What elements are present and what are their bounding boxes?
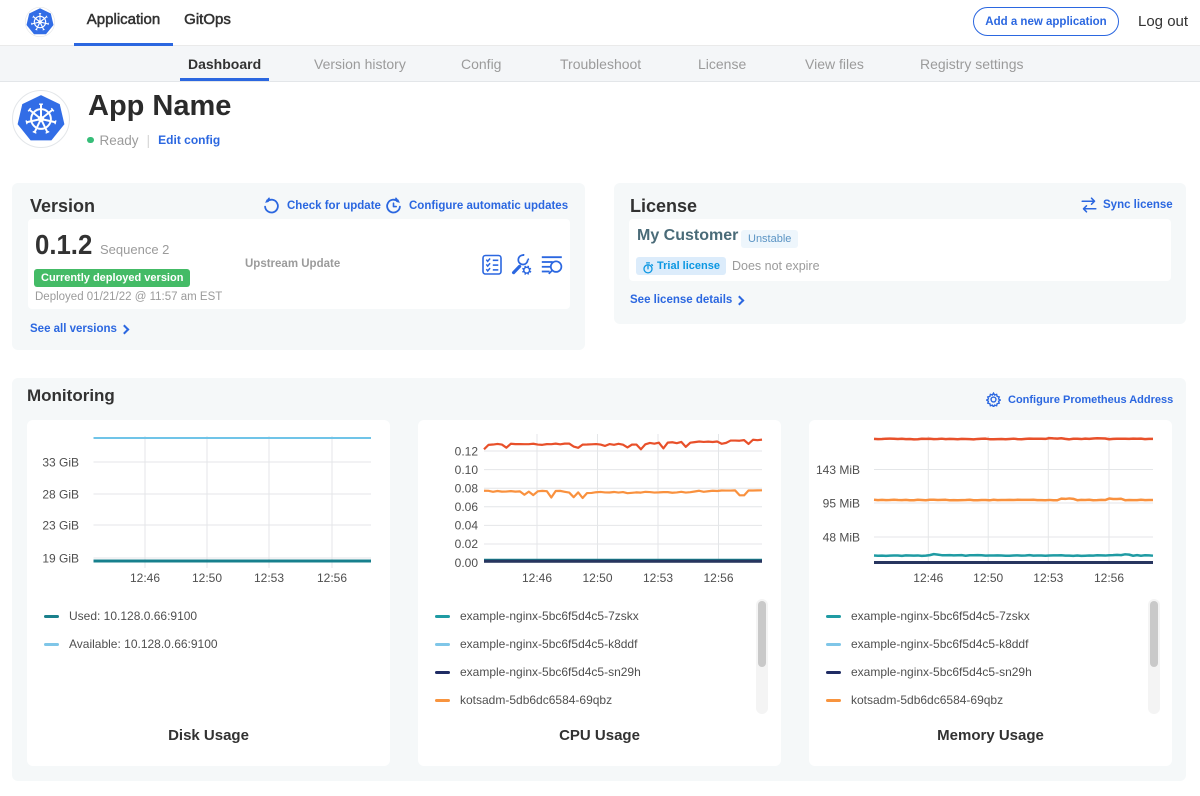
- svg-text:0.06: 0.06: [455, 500, 479, 514]
- svg-text:12:53: 12:53: [1033, 571, 1063, 585]
- svg-text:12:53: 12:53: [254, 571, 284, 585]
- svg-text:0.10: 0.10: [455, 463, 479, 477]
- svg-text:12:56: 12:56: [317, 571, 347, 585]
- svg-text:12:53: 12:53: [643, 571, 673, 585]
- svg-text:28 GiB: 28 GiB: [42, 488, 79, 502]
- svg-text:0.00: 0.00: [455, 556, 479, 570]
- svg-text:0.08: 0.08: [455, 482, 479, 496]
- svg-text:95 MiB: 95 MiB: [823, 497, 860, 511]
- svg-text:12:50: 12:50: [973, 571, 1003, 585]
- svg-text:48 MiB: 48 MiB: [823, 531, 860, 545]
- svg-text:0.04: 0.04: [455, 519, 479, 533]
- svg-text:23 GiB: 23 GiB: [42, 519, 79, 533]
- svg-text:12:46: 12:46: [522, 571, 552, 585]
- svg-text:33 GiB: 33 GiB: [42, 456, 79, 470]
- svg-text:12:46: 12:46: [913, 571, 943, 585]
- svg-text:143 MiB: 143 MiB: [816, 463, 860, 477]
- svg-text:0.02: 0.02: [455, 537, 479, 551]
- svg-text:12:50: 12:50: [582, 571, 612, 585]
- svg-text:12:56: 12:56: [1094, 571, 1124, 585]
- svg-text:12:50: 12:50: [192, 571, 222, 585]
- svg-text:12:56: 12:56: [703, 571, 733, 585]
- svg-text:0.12: 0.12: [455, 445, 479, 459]
- svg-text:12:46: 12:46: [130, 571, 160, 585]
- svg-text:19 GiB: 19 GiB: [42, 552, 79, 566]
